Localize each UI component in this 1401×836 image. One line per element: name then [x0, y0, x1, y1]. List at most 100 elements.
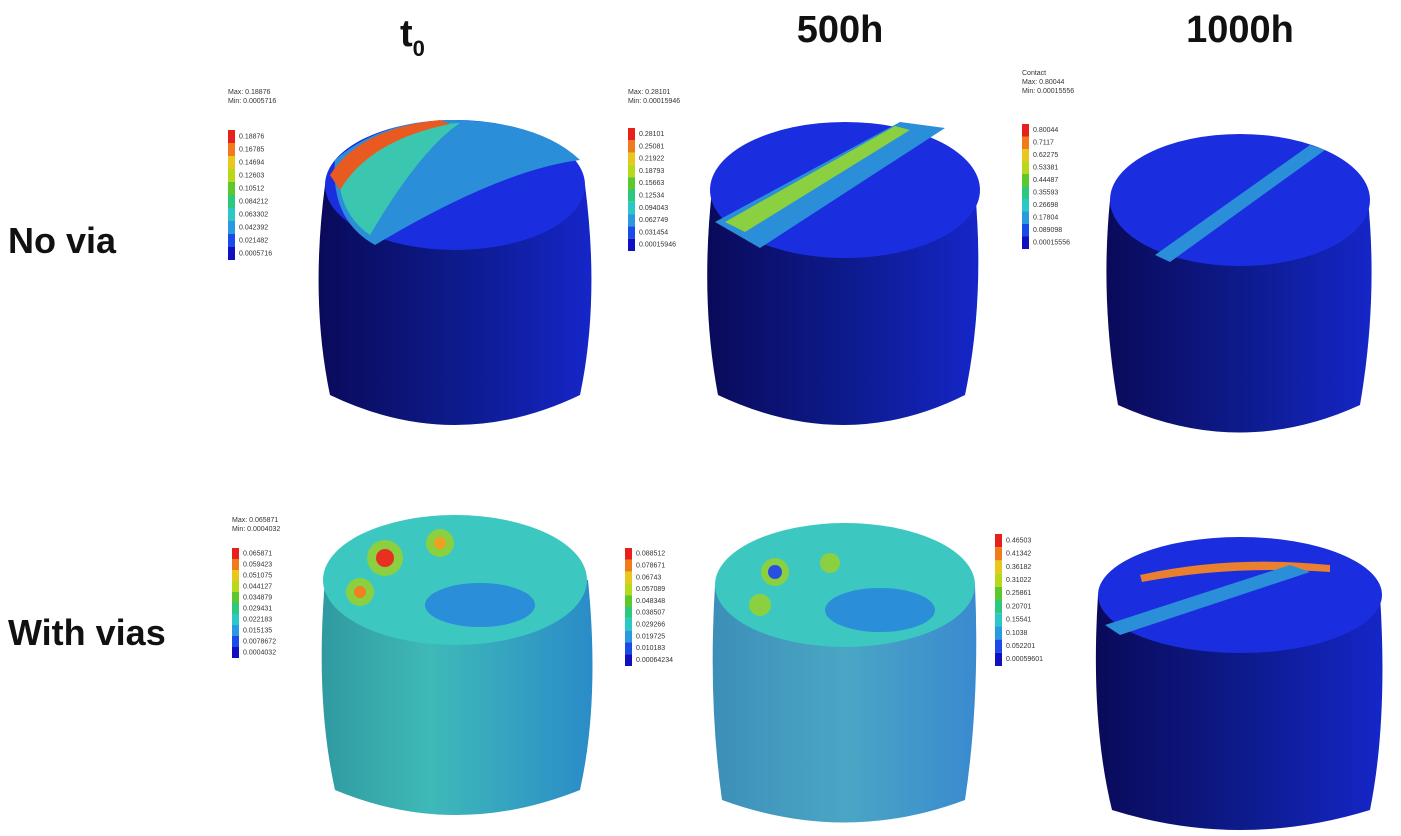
legend-value: 0.12603	[239, 172, 264, 179]
legend-value: 0.094043	[639, 205, 668, 212]
legend-value: 0.21922	[639, 156, 664, 163]
legend-swatch	[995, 560, 1002, 573]
legend-swatch	[628, 165, 635, 177]
legend-value: 0.022183	[243, 616, 272, 623]
legend-value: 0.078671	[636, 563, 665, 570]
legend-swatch	[232, 647, 239, 658]
legend-swatch	[625, 654, 632, 666]
legend-swatch	[1022, 224, 1029, 237]
row-label: With vias	[8, 612, 166, 653]
legend-swatch	[228, 247, 235, 260]
legend-value: 0.0078672	[243, 638, 276, 645]
legend-value: 0.80044	[1033, 127, 1058, 134]
legend-value: 0.20701	[1006, 603, 1031, 610]
legend-min: Min: 0.00015946	[628, 98, 680, 105]
legend-value: 0.029431	[243, 605, 272, 612]
legend-swatch	[625, 631, 632, 643]
legend-value: 0.00064234	[636, 657, 673, 664]
legend-value: 0.065871	[243, 550, 272, 557]
legend-swatch	[628, 140, 635, 152]
legend-swatch	[232, 559, 239, 570]
legend-swatch	[228, 234, 235, 247]
legend-swatch	[628, 214, 635, 226]
legend-min: Min: 0.0004032	[232, 526, 280, 533]
legend-swatch	[625, 548, 632, 560]
legend-value: 0.038507	[636, 610, 665, 617]
legend-swatch	[995, 613, 1002, 626]
legend-swatch	[628, 226, 635, 238]
legend-value: 0.1038	[1006, 630, 1028, 637]
legend-value: 0.25081	[639, 143, 664, 150]
model-render	[1096, 537, 1383, 830]
legend-max: Max: 0.28101	[628, 89, 671, 96]
column-header: t0	[400, 13, 425, 61]
legend-swatch	[1022, 187, 1029, 200]
legend-value: 0.36182	[1006, 564, 1031, 571]
legend-swatch	[1022, 149, 1029, 162]
legend-swatch	[628, 190, 635, 202]
legend-value: 0.18876	[239, 133, 264, 140]
model-render	[322, 515, 593, 815]
legend-swatch	[232, 548, 239, 559]
legend-value: 0.052201	[1006, 643, 1035, 650]
legend-swatch	[228, 221, 235, 234]
legend-value: 0.25861	[1006, 590, 1031, 597]
legend-swatch	[1022, 212, 1029, 225]
model-render	[319, 120, 592, 425]
column-header: 1000h	[1186, 9, 1294, 51]
legend-value: 0.062749	[639, 217, 668, 224]
legend-swatch	[1022, 237, 1029, 250]
legend-swatch	[1022, 199, 1029, 212]
legend-swatch	[228, 208, 235, 221]
column-header: 500h	[797, 9, 884, 51]
legend-swatch	[232, 570, 239, 581]
legend-swatch	[228, 182, 235, 195]
legend-value: 0.0004032	[243, 649, 276, 656]
legend-swatch	[625, 607, 632, 619]
legend-swatch	[228, 130, 235, 143]
legend-value: 0.28101	[639, 131, 664, 138]
legend-value: 0.00015946	[639, 242, 676, 249]
legend-min: Min: 0.00015556	[1022, 88, 1074, 95]
legend-value: 0.12534	[639, 192, 664, 199]
legend-swatch	[625, 642, 632, 654]
legend-swatch	[1022, 174, 1029, 187]
legend-value: 0.019725	[636, 633, 665, 640]
legend-value: 0.021482	[239, 237, 268, 244]
legend-value: 0.35593	[1033, 190, 1058, 197]
legend-value: 0.18793	[639, 168, 664, 175]
legend-swatch	[628, 239, 635, 251]
legend-value: 0.26698	[1033, 202, 1058, 209]
legend-swatch	[625, 583, 632, 595]
legend-value: 0.31022	[1006, 577, 1031, 584]
legend-value: 0.17804	[1033, 215, 1058, 222]
legend-value: 0.10512	[239, 185, 264, 192]
legend-swatch	[628, 128, 635, 140]
legend-swatch	[628, 177, 635, 189]
legend-value: 0.14694	[239, 159, 264, 166]
legend-value: 0.53381	[1033, 165, 1058, 172]
legend-swatch	[625, 560, 632, 572]
row-label: No via	[8, 220, 117, 261]
legend-min: Min: 0.0005716	[228, 98, 276, 105]
legend-swatch	[228, 156, 235, 169]
legend-value: 0.034879	[243, 594, 272, 601]
legend-value: 0.00015556	[1033, 240, 1070, 247]
legend-swatch	[625, 572, 632, 584]
legend-max: Max: 0.18876	[228, 89, 271, 96]
legend-swatch	[995, 600, 1002, 613]
legend-value: 0.084212	[239, 198, 268, 205]
legend-value: 0.088512	[636, 551, 665, 558]
legend-swatch	[232, 625, 239, 636]
legend-swatch	[625, 595, 632, 607]
legend-swatch	[1022, 124, 1029, 137]
legend-value: 0.029266	[636, 622, 665, 629]
legend-title: Contact	[1022, 70, 1046, 77]
legend-value: 0.042392	[239, 224, 268, 231]
legend-swatch	[232, 592, 239, 603]
legend-value: 0.15663	[639, 180, 664, 187]
legend-value: 0.00059601	[1006, 656, 1043, 663]
legend-value: 0.015135	[243, 627, 272, 634]
legend-value: 0.048348	[636, 598, 665, 605]
legend-value: 0.059423	[243, 561, 272, 568]
